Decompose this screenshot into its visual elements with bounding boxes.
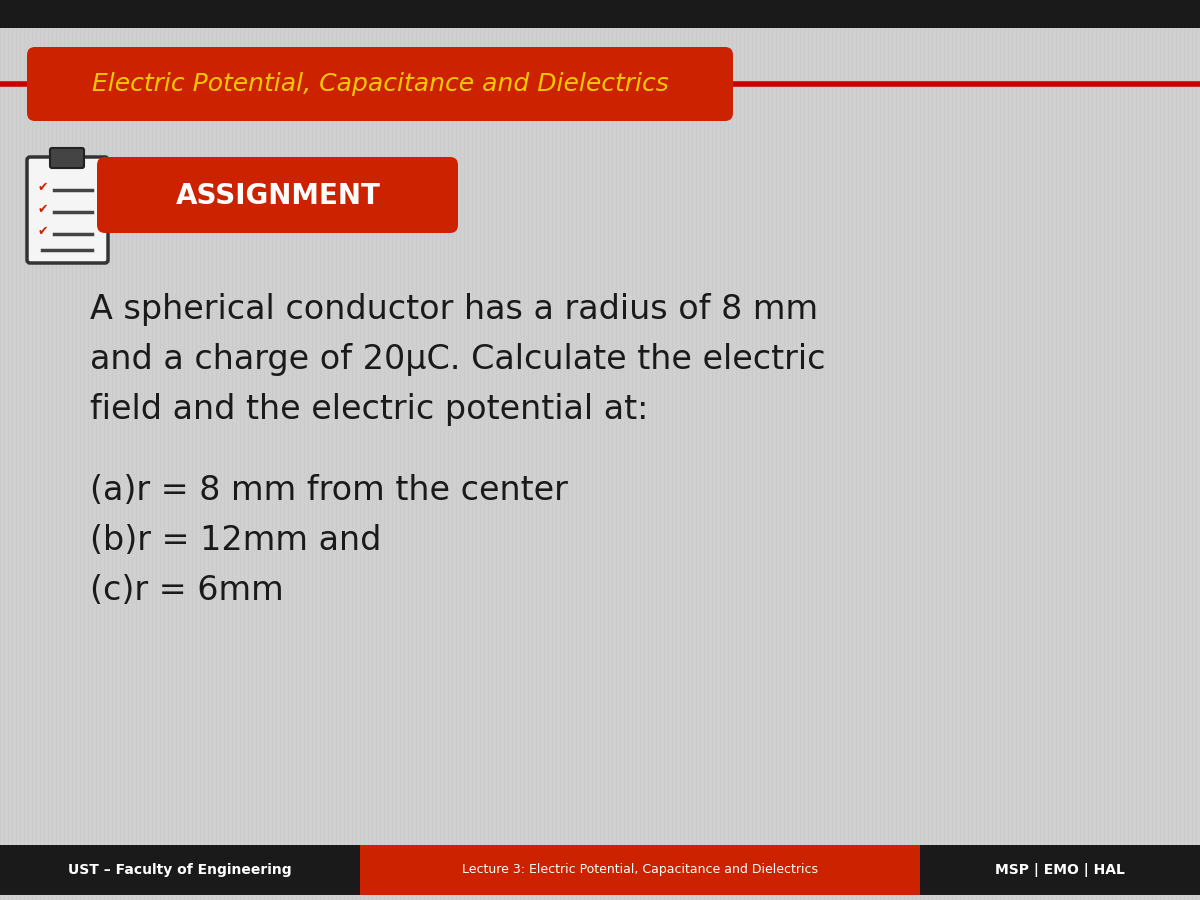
- Text: Lecture 3: Electric Potential, Capacitance and Dielectrics: Lecture 3: Electric Potential, Capacitan…: [462, 863, 818, 877]
- FancyBboxPatch shape: [28, 157, 108, 263]
- Text: Electric Potential, Capacitance and Dielectrics: Electric Potential, Capacitance and Diel…: [91, 72, 668, 96]
- FancyBboxPatch shape: [0, 845, 360, 895]
- FancyBboxPatch shape: [97, 157, 458, 233]
- Text: (b)r = 12mm and: (b)r = 12mm and: [90, 524, 382, 556]
- FancyBboxPatch shape: [920, 845, 1200, 895]
- FancyBboxPatch shape: [0, 0, 1200, 28]
- Text: (c)r = 6mm: (c)r = 6mm: [90, 573, 283, 607]
- Text: (a)r = 8 mm from the center: (a)r = 8 mm from the center: [90, 473, 568, 507]
- Text: MSP | EMO | HAL: MSP | EMO | HAL: [995, 863, 1124, 877]
- FancyBboxPatch shape: [50, 148, 84, 168]
- Text: ✔: ✔: [38, 226, 48, 239]
- FancyBboxPatch shape: [360, 845, 920, 895]
- Text: and a charge of 20μC. Calculate the electric: and a charge of 20μC. Calculate the elec…: [90, 344, 826, 376]
- Text: field and the electric potential at:: field and the electric potential at:: [90, 393, 648, 427]
- Text: A spherical conductor has a radius of 8 mm: A spherical conductor has a radius of 8 …: [90, 293, 818, 327]
- Text: ✔: ✔: [38, 203, 48, 217]
- Text: ASSIGNMENT: ASSIGNMENT: [175, 182, 380, 210]
- FancyBboxPatch shape: [28, 47, 733, 121]
- Text: UST – Faculty of Engineering: UST – Faculty of Engineering: [68, 863, 292, 877]
- Text: ✔: ✔: [38, 182, 48, 194]
